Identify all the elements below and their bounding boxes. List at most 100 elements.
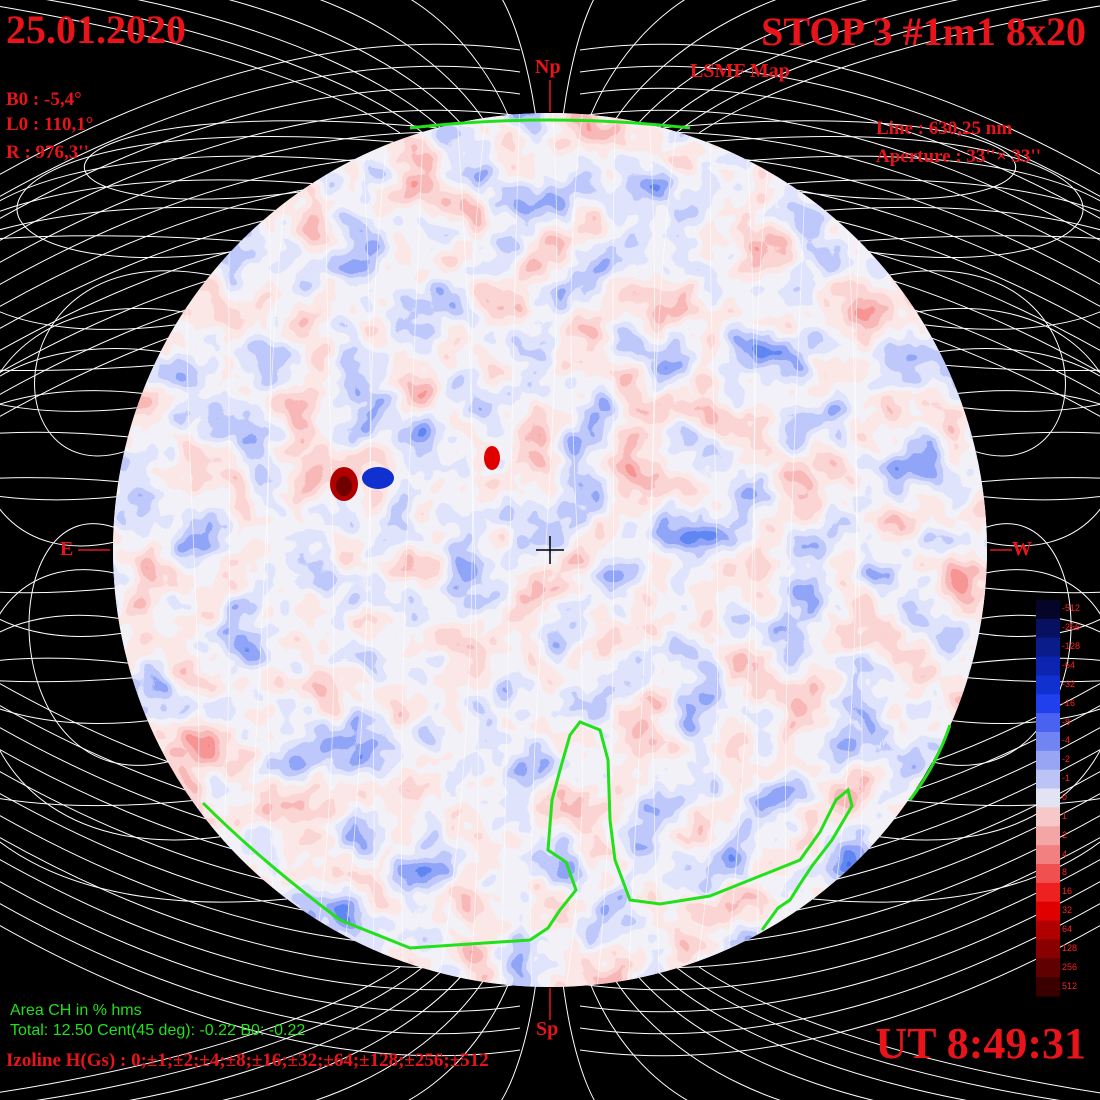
b0-angle: B0 : -5,4°	[6, 89, 82, 110]
field-line	[45, 0, 424, 134]
color-scale-label: 128	[1062, 942, 1078, 953]
field-line	[787, 179, 1100, 412]
color-scale-label: 64	[1062, 924, 1073, 934]
color-scale-label: -1	[1062, 773, 1071, 784]
field-line	[952, 390, 1100, 724]
field-line	[972, 431, 1100, 594]
color-scale-label: -64	[1062, 660, 1076, 670]
spectral-line: Line : 630,25 nm	[876, 118, 1013, 139]
field-line	[824, 206, 1100, 501]
field-line	[784, 113, 809, 987]
field-line	[916, 308, 1100, 547]
color-scale-swatch	[1036, 901, 1060, 922]
field-line	[435, 113, 473, 987]
map-title: STOP 3 #1m1 8x20	[761, 9, 1086, 54]
solar-radius: R : 976,3''	[6, 142, 89, 163]
color-scale-swatch	[1036, 656, 1060, 676]
color-scale-swatch	[1036, 600, 1060, 620]
color-scale-label: -32	[1062, 678, 1076, 689]
color-scale-label: -8	[1062, 716, 1071, 727]
disk-center-cross	[536, 536, 564, 564]
color-scale-label: 256	[1062, 961, 1078, 972]
field-line	[0, 109, 521, 241]
l0-longitude: L0 : 110,1°	[6, 114, 94, 135]
field-line	[858, 235, 1100, 371]
field-line	[675, 0, 1051, 134]
color-scale-label: -4	[1062, 735, 1071, 746]
field-line	[501, 966, 539, 1100]
coronal-hole-boundary	[201, 118, 952, 950]
field-line	[0, 903, 521, 1035]
field-line	[0, 308, 184, 547]
field-line	[606, 0, 777, 134]
field-line	[0, 235, 242, 371]
field-line	[579, 87, 1100, 219]
color-scale	[1036, 600, 1060, 997]
color-scale-label: 4	[1062, 848, 1068, 859]
field-line	[606, 966, 782, 1100]
field-line	[629, 966, 875, 1100]
field-line	[0, 87, 521, 219]
color-scale-swatch	[1036, 788, 1060, 808]
field-line	[0, 43, 521, 175]
color-scale-swatch	[1036, 807, 1060, 827]
field-line	[407, 966, 516, 1100]
field-line	[0, 966, 401, 1093]
color-scale-label: -128	[1062, 641, 1081, 652]
color-scale-swatch	[1036, 958, 1060, 978]
field-line	[314, 966, 493, 1100]
field-line	[907, 657, 1100, 807]
north-pole-label: Np	[535, 56, 561, 78]
west-label: W	[1012, 538, 1032, 560]
color-scale-label: 0	[1062, 792, 1068, 802]
color-scale-swatch	[1036, 845, 1060, 865]
color-scale-swatch	[1036, 675, 1060, 695]
field-line	[879, 569, 1100, 841]
field-line	[652, 966, 968, 1100]
field-line	[563, 113, 585, 987]
east-label: E	[60, 538, 74, 560]
coronal-hole-area-label: Area CH in % hms	[10, 1002, 142, 1019]
field-line	[723, 113, 755, 987]
strong-negative-spot	[362, 467, 394, 489]
isoline-levels: Izoline H(Gs) : 0;±1;±2;±4;±8;±16;±32;±6…	[6, 1050, 489, 1071]
field-line	[819, 113, 857, 987]
field-line	[410, 0, 516, 134]
field-line	[652, 0, 959, 134]
field-line	[137, 0, 447, 134]
field-line	[0, 477, 133, 683]
field-line	[560, 966, 595, 1100]
field-line	[400, 113, 425, 987]
color-scale-label: 32	[1062, 905, 1073, 916]
color-scale-swatch	[1036, 920, 1060, 940]
field-line	[339, 113, 371, 987]
field-line	[560, 0, 595, 134]
field-line	[0, 390, 148, 724]
field-line	[579, 925, 1100, 1057]
field-line	[0, 179, 313, 412]
color-scale-label: -512	[1062, 603, 1081, 614]
field-line	[0, 431, 128, 594]
color-scale-swatch	[1036, 939, 1060, 959]
field-line	[754, 113, 777, 987]
field-line	[0, 65, 521, 197]
field-line	[128, 966, 447, 1100]
field-line	[319, 0, 493, 134]
color-scale-swatch	[1036, 713, 1060, 733]
field-line	[579, 859, 1100, 991]
field-line	[499, 113, 521, 987]
field-line	[629, 0, 868, 134]
field-line	[0, 348, 161, 637]
color-scale-swatch	[1036, 769, 1060, 790]
field-line	[583, 966, 689, 1100]
field-line	[698, 5, 1100, 134]
field-line	[595, 113, 617, 987]
color-scale-swatch	[1036, 618, 1060, 639]
field-line	[0, 569, 221, 841]
field-line	[307, 113, 335, 987]
color-scale-swatch	[1036, 750, 1060, 771]
field-line	[706, 135, 1084, 259]
field-line	[16, 135, 394, 259]
field-line	[0, 6, 401, 134]
